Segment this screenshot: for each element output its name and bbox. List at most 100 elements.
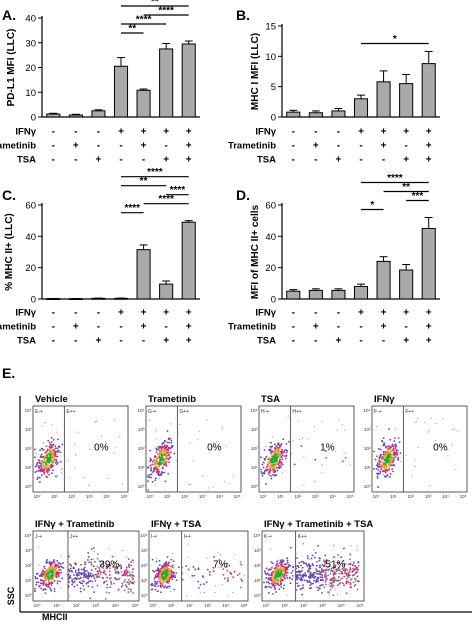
flow-event bbox=[102, 571, 105, 574]
flow-x-tick-label: 10⁴ bbox=[338, 603, 345, 608]
flow-event bbox=[167, 572, 170, 575]
flow-event bbox=[38, 467, 40, 469]
flow-event bbox=[301, 566, 304, 569]
flow-event bbox=[153, 570, 156, 573]
treatment-mark: - bbox=[97, 127, 100, 138]
flow-event bbox=[276, 583, 279, 586]
flow-event bbox=[264, 457, 267, 460]
flow-event bbox=[87, 580, 90, 583]
significance-label: **** bbox=[170, 185, 186, 196]
flow-event bbox=[54, 564, 57, 566]
flow-event bbox=[128, 571, 131, 574]
flow-event bbox=[154, 455, 157, 458]
flow-event bbox=[417, 447, 419, 449]
flow-event bbox=[313, 548, 315, 551]
flow-event bbox=[239, 561, 242, 564]
flow-y-tick-label: 10⁰ bbox=[138, 484, 145, 489]
flow-event bbox=[392, 447, 395, 450]
flow-event bbox=[46, 575, 49, 578]
flow-event bbox=[154, 588, 157, 591]
flow-event bbox=[180, 573, 183, 575]
flow-event bbox=[169, 451, 172, 454]
flow-event bbox=[201, 575, 204, 578]
flow-event bbox=[334, 588, 336, 590]
flow-event bbox=[96, 565, 99, 568]
flow-event bbox=[186, 595, 188, 597]
flow-y-tick-label: 10⁴ bbox=[254, 533, 261, 538]
flow-event bbox=[77, 431, 79, 433]
flow-event bbox=[90, 572, 92, 575]
flow-event bbox=[289, 564, 292, 567]
treatment-mark: - bbox=[404, 141, 407, 152]
flow-event bbox=[310, 557, 313, 560]
flow-y-tick-label: 10¹ bbox=[254, 578, 261, 583]
flow-event bbox=[224, 566, 226, 568]
flow-event bbox=[160, 447, 163, 450]
flow-event bbox=[297, 576, 300, 579]
flow-event bbox=[103, 581, 105, 584]
treatment-row-label: Trametinib bbox=[228, 141, 276, 152]
flow-event bbox=[383, 462, 385, 465]
treatment-mark: + bbox=[426, 155, 432, 166]
flow-event bbox=[80, 563, 82, 566]
flow-event bbox=[276, 459, 279, 462]
flow-event bbox=[350, 578, 353, 581]
flow-event bbox=[323, 569, 326, 572]
flow-event bbox=[295, 552, 297, 554]
flow-event bbox=[87, 556, 90, 558]
bar bbox=[46, 113, 61, 118]
flow-event bbox=[383, 470, 386, 472]
y-tick-label: 0 bbox=[31, 295, 36, 306]
flow-y-tick-label: 10⁰ bbox=[25, 593, 32, 598]
flow-event bbox=[343, 584, 346, 587]
flow-event bbox=[320, 571, 323, 573]
flow-event bbox=[291, 578, 293, 580]
flow-event bbox=[151, 481, 154, 483]
flow-event bbox=[388, 463, 391, 466]
flow-event bbox=[37, 581, 40, 584]
flow-event bbox=[34, 587, 36, 590]
flow-event bbox=[99, 573, 102, 575]
flow-event bbox=[239, 586, 242, 589]
flow-event bbox=[53, 566, 56, 569]
flow-event bbox=[69, 563, 71, 566]
flow-event bbox=[283, 576, 286, 579]
flow-event bbox=[394, 428, 396, 430]
flow-event bbox=[90, 558, 93, 561]
flow-y-tick-label: 10² bbox=[251, 446, 258, 451]
flow-event bbox=[392, 459, 395, 462]
bar bbox=[308, 112, 323, 118]
treatment-mark: + bbox=[186, 336, 192, 347]
flow-event bbox=[352, 567, 355, 570]
flow-event bbox=[161, 564, 164, 567]
flow-event bbox=[74, 569, 77, 572]
flow-event bbox=[272, 468, 275, 470]
flow-event bbox=[414, 459, 416, 461]
flow-event bbox=[269, 568, 272, 571]
flow-event bbox=[114, 578, 117, 581]
flow-event bbox=[220, 554, 222, 556]
flow-event bbox=[241, 580, 244, 582]
y-tick-label: 20 bbox=[265, 263, 276, 274]
flow-x-tick-label: 10⁴ bbox=[112, 603, 119, 608]
flow-event bbox=[272, 455, 275, 458]
flow-event bbox=[128, 566, 131, 568]
flow-event bbox=[35, 452, 37, 455]
flow-event bbox=[55, 460, 58, 463]
flow-event bbox=[309, 584, 312, 587]
flow-event bbox=[125, 586, 128, 588]
flow-event bbox=[267, 569, 270, 571]
flow-event bbox=[150, 476, 153, 479]
flow-event bbox=[84, 563, 87, 566]
flow-event bbox=[212, 570, 215, 572]
flow-event bbox=[272, 593, 274, 595]
flow-event bbox=[453, 428, 455, 431]
flow-x-tick-label: 10³ bbox=[319, 603, 326, 608]
flow-event bbox=[53, 561, 56, 564]
flow-event bbox=[447, 455, 449, 457]
flow-event bbox=[321, 591, 323, 594]
flow-event bbox=[192, 566, 195, 568]
y-axis-label: % MHC II+ (LLC) bbox=[4, 213, 15, 291]
flow-event bbox=[268, 582, 271, 585]
flow-event bbox=[230, 573, 232, 576]
